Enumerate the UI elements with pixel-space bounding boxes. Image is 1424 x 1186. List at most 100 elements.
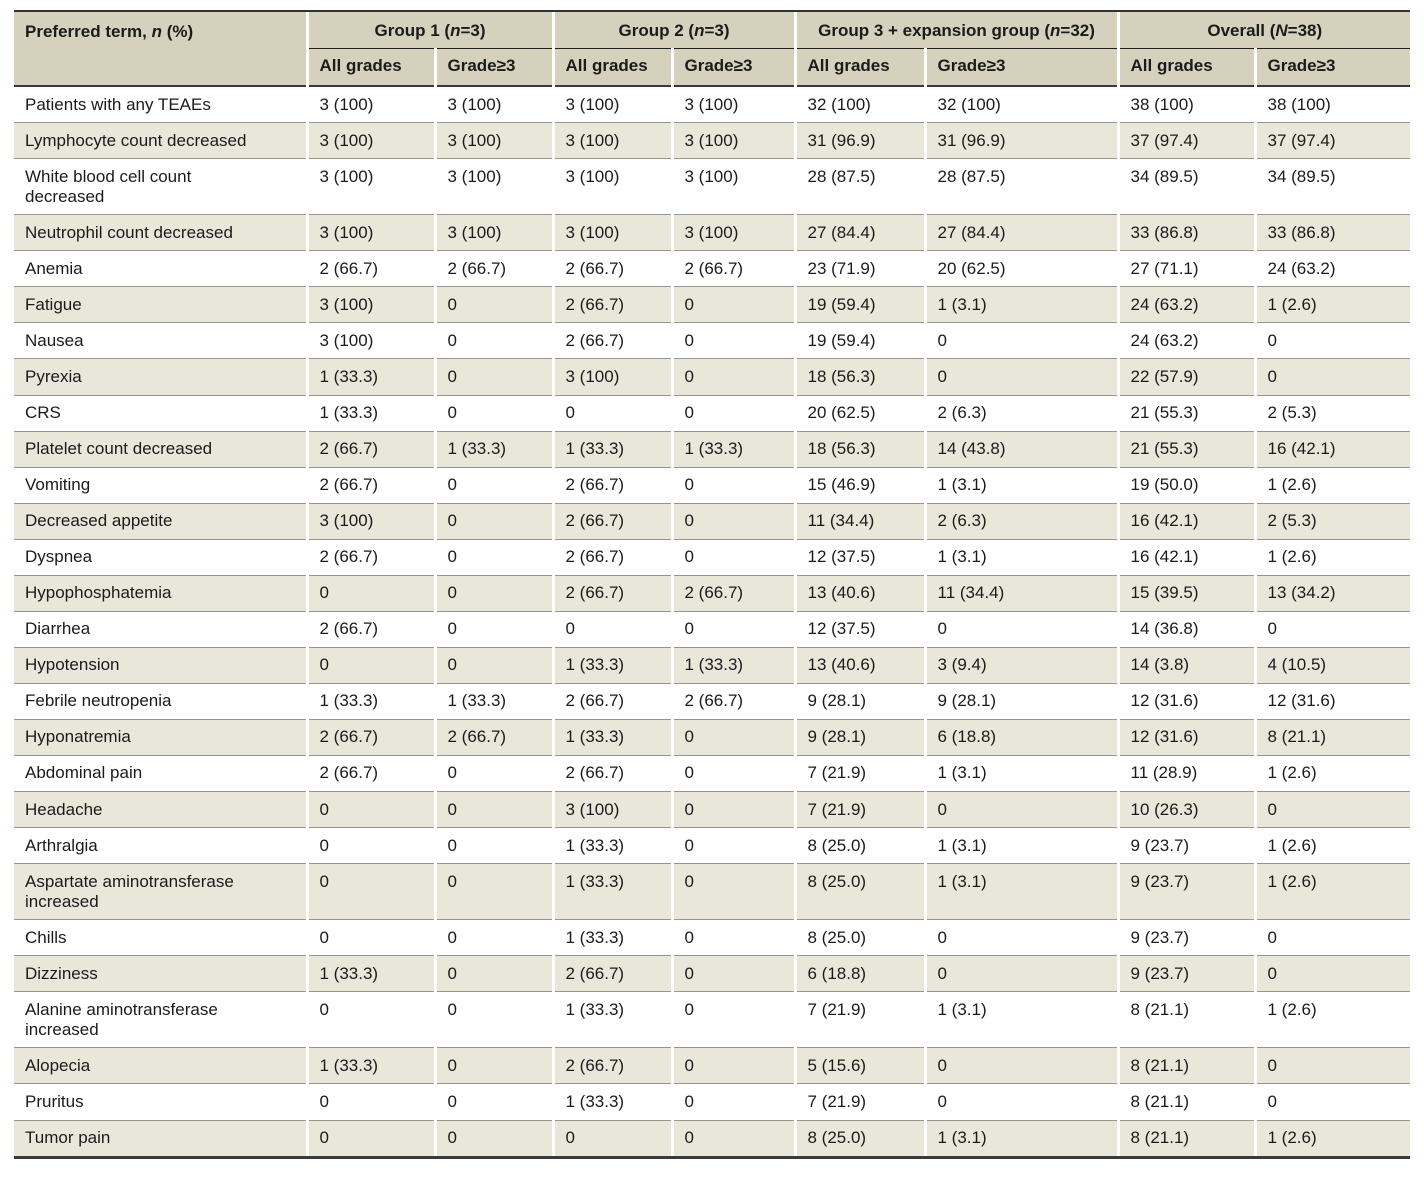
value-cell: 3 (100) bbox=[670, 86, 795, 124]
value-cell: 1 (3.1) bbox=[923, 539, 1118, 576]
value-cell: 3 (100) bbox=[305, 322, 435, 360]
value-cell: 3 (100) bbox=[551, 158, 672, 216]
value-cell: 6 (18.8) bbox=[923, 719, 1118, 756]
value-cell: 0 bbox=[305, 919, 435, 957]
value-cell: 2 (66.7) bbox=[433, 719, 553, 756]
preferred-term-cell: Hypotension bbox=[14, 647, 307, 684]
table-row: Dizziness 1 (33.3) 0 2 (66.7) 0 6 (18.8) 0 9 (2… bbox=[14, 955, 1411, 993]
value-cell: 2 (66.7) bbox=[305, 539, 435, 576]
value-cell: 0 bbox=[923, 611, 1118, 648]
value-cell: 0 bbox=[433, 286, 553, 324]
value-cell: 1 (33.3) bbox=[551, 827, 672, 865]
value-cell: 1 (33.3) bbox=[305, 955, 435, 993]
value-cell: 3 (100) bbox=[433, 86, 553, 124]
value-cell: 8 (25.0) bbox=[793, 1120, 925, 1156]
header-grade3-group-1: Grade≥3 bbox=[433, 48, 553, 88]
value-cell: 0 bbox=[923, 955, 1118, 993]
preferred-term-cell: Tumor pain bbox=[14, 1120, 307, 1156]
preferred-term-cell: Arthralgia bbox=[14, 827, 307, 865]
value-cell: 12 (31.6) bbox=[1116, 719, 1255, 756]
value-cell: 2 (66.7) bbox=[551, 683, 672, 720]
value-cell: 0 bbox=[433, 322, 553, 360]
table-row: Tumor pain 0 0 0 0 8 (25.0) 1 (3.1) 8 (21.1) 1 (… bbox=[14, 1120, 1411, 1156]
value-cell: 8 (25.0) bbox=[793, 919, 925, 957]
preferred-term-cell: Pyrexia bbox=[14, 358, 307, 396]
value-cell: 1 (2.6) bbox=[1253, 467, 1411, 504]
value-cell: 7 (21.9) bbox=[793, 791, 925, 829]
value-cell: 1 (3.1) bbox=[923, 755, 1118, 793]
value-cell: 24 (63.2) bbox=[1116, 322, 1255, 360]
value-cell: 8 (21.1) bbox=[1116, 1120, 1255, 1156]
value-cell: 22 (57.9) bbox=[1116, 358, 1255, 396]
value-cell: 1 (33.3) bbox=[305, 683, 435, 720]
header-all-grades-group-4: All grades bbox=[1116, 48, 1255, 88]
value-cell: 20 (62.5) bbox=[923, 250, 1118, 288]
value-cell: 31 (96.9) bbox=[793, 122, 925, 160]
value-cell: 2 (66.7) bbox=[433, 250, 553, 288]
value-cell: 1 (33.3) bbox=[551, 919, 672, 957]
value-cell: 2 (5.3) bbox=[1253, 395, 1411, 432]
table-row: Hyponatremia 2 (66.7) 2 (66.7) 1 (33.3) 0 9 (… bbox=[14, 719, 1411, 756]
value-cell: 2 (66.7) bbox=[551, 250, 672, 288]
value-cell: 16 (42.1) bbox=[1253, 431, 1411, 468]
preferred-term-cell: Decreased appetite bbox=[14, 503, 307, 540]
preferred-term-cell: Nausea bbox=[14, 322, 307, 360]
value-cell: 1 (33.3) bbox=[433, 431, 553, 468]
value-cell: 0 bbox=[433, 755, 553, 793]
header-group-3: Group 3 + expansion group (n=32) bbox=[793, 12, 1118, 50]
value-cell: 1 (2.6) bbox=[1253, 1120, 1411, 1156]
header-grade3-group-4: Grade≥3 bbox=[1253, 48, 1411, 88]
value-cell: 0 bbox=[433, 611, 553, 648]
value-cell: 2 (66.7) bbox=[670, 575, 795, 612]
value-cell: 3 (100) bbox=[433, 122, 553, 160]
table-row: CRS 1 (33.3) 0 0 0 20 (62.5) 2 (6.3) 21 (55.3) 2… bbox=[14, 395, 1411, 432]
value-cell: 24 (63.2) bbox=[1116, 286, 1255, 324]
value-cell: 15 (46.9) bbox=[793, 467, 925, 504]
value-cell: 8 (21.1) bbox=[1116, 991, 1255, 1049]
preferred-term-cell: Aspartate aminotransferase increased bbox=[14, 863, 307, 921]
value-cell: 2 (66.7) bbox=[551, 322, 672, 360]
value-cell: 0 bbox=[670, 991, 795, 1049]
value-cell: 38 (100) bbox=[1253, 86, 1411, 124]
value-cell: 0 bbox=[670, 467, 795, 504]
table-row: Headache 0 0 3 (100) 0 7 (21.9) 0 10 (26.3) 0 bbox=[14, 791, 1411, 829]
value-cell: 0 bbox=[1253, 322, 1411, 360]
value-cell: 0 bbox=[433, 358, 553, 396]
value-cell: 0 bbox=[305, 991, 435, 1049]
table-row: Patients with any TEAEs 3 (100) 3 (100) 3 (… bbox=[14, 86, 1411, 124]
value-cell: 8 (25.0) bbox=[793, 863, 925, 921]
value-cell: 3 (100) bbox=[305, 286, 435, 324]
value-cell: 2 (66.7) bbox=[305, 467, 435, 504]
value-cell: 20 (62.5) bbox=[793, 395, 925, 432]
value-cell: 12 (31.6) bbox=[1253, 683, 1411, 720]
value-cell: 0 bbox=[433, 539, 553, 576]
value-cell: 10 (26.3) bbox=[1116, 791, 1255, 829]
table-row: Chills 0 0 1 (33.3) 0 8 (25.0) 0 9 (23.7) 0 bbox=[14, 919, 1411, 957]
value-cell: 7 (21.9) bbox=[793, 1083, 925, 1121]
value-cell: 14 (36.8) bbox=[1116, 611, 1255, 648]
value-cell: 2 (6.3) bbox=[923, 503, 1118, 540]
group-header-row: Preferred term, n (%) Group 1 (n=3) Group … bbox=[14, 12, 1411, 88]
value-cell: 0 bbox=[670, 503, 795, 540]
table-row: Fatigue 3 (100) 0 2 (66.7) 0 19 (59.4) 1 (3.1)… bbox=[14, 286, 1411, 324]
table-row: Anemia 2 (66.7) 2 (66.7) 2 (66.7) 2 (66.7) 23… bbox=[14, 250, 1411, 288]
value-cell: 1 (2.6) bbox=[1253, 827, 1411, 865]
value-cell: 8 (21.1) bbox=[1253, 719, 1411, 756]
value-cell: 6 (18.8) bbox=[793, 955, 925, 993]
preferred-term-cell: Pruritus bbox=[14, 1083, 307, 1121]
value-cell: 2 (66.7) bbox=[551, 1047, 672, 1085]
value-cell: 21 (55.3) bbox=[1116, 431, 1255, 468]
value-cell: 23 (71.9) bbox=[793, 250, 925, 288]
value-cell: 0 bbox=[305, 827, 435, 865]
value-cell: 15 (39.5) bbox=[1116, 575, 1255, 612]
value-cell: 1 (33.3) bbox=[551, 719, 672, 756]
header-group-4: Overall (N=38) bbox=[1116, 12, 1411, 50]
value-cell: 1 (33.3) bbox=[551, 991, 672, 1049]
value-cell: 1 (2.6) bbox=[1253, 539, 1411, 576]
value-cell: 0 bbox=[1253, 919, 1411, 957]
preferred-term-cell: Lymphocyte count decreased bbox=[14, 122, 307, 160]
value-cell: 37 (97.4) bbox=[1253, 122, 1411, 160]
table-row: Arthralgia 0 0 1 (33.3) 0 8 (25.0) 1 (3.1) 9 (2… bbox=[14, 827, 1411, 865]
value-cell: 0 bbox=[433, 575, 553, 612]
value-cell: 9 (23.7) bbox=[1116, 863, 1255, 921]
